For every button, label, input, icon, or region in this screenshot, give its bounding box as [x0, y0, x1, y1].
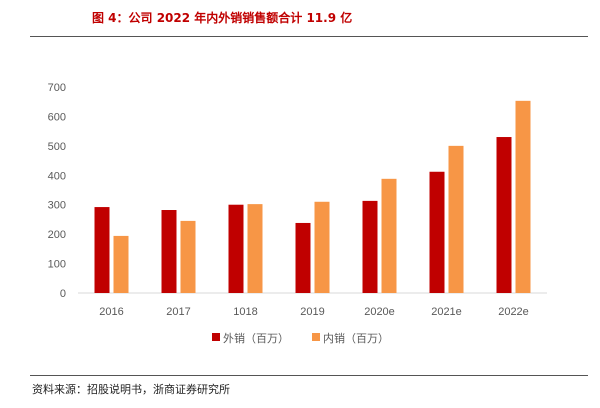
legend-swatch: [212, 333, 220, 341]
y-tick-label: 300: [48, 200, 66, 212]
x-tick-label: 2017: [166, 306, 190, 318]
y-tick-label: 700: [48, 82, 66, 94]
x-tick-label: 2022e: [498, 306, 529, 318]
bar-export-1018: [228, 204, 244, 293]
bar-domestic-1018: [247, 204, 263, 293]
bar-export-2022e: [496, 137, 512, 293]
y-tick-label: 500: [48, 141, 66, 153]
bar-domestic-2021e: [448, 145, 464, 293]
bar-domestic-2020e: [381, 178, 397, 293]
y-tick-label: 0: [60, 288, 66, 300]
x-tick-label: 2021e: [431, 306, 462, 318]
y-tick-label: 100: [48, 259, 66, 271]
legend-swatch: [312, 333, 320, 341]
x-tick-label: 1018: [233, 306, 257, 318]
bar-domestic-2017: [180, 220, 196, 293]
bar-export-2016: [94, 207, 110, 293]
source-note: 资料来源：招股说明书，浙商证券研究所: [32, 383, 230, 396]
bar-export-2019: [295, 222, 311, 293]
y-tick-label: 200: [48, 229, 66, 241]
bar-domestic-2022e: [515, 100, 531, 294]
bar-chart: 0 100 200 300 400 500 600 700 2016 2017 1018 2019 20…: [48, 82, 547, 345]
x-tick-label: 2016: [99, 306, 123, 318]
bar-domestic-2019: [314, 201, 330, 293]
bar-export-2021e: [429, 171, 445, 293]
y-tick-label: 600: [48, 111, 66, 123]
legend-label: 内销（百万）: [323, 331, 389, 345]
y-tick-label: 400: [48, 170, 66, 182]
x-tick-label: 2019: [300, 306, 324, 318]
bottom-divider: [30, 375, 588, 376]
top-divider: [30, 36, 588, 37]
bar-domestic-2016: [113, 235, 129, 293]
chart-title: 图 4：公司 2022 年内外销销售额合计 11.9 亿: [92, 11, 353, 25]
legend-label: 外销（百万）: [223, 331, 289, 345]
x-tick-label: 2020e: [364, 306, 395, 318]
bar-export-2020e: [362, 200, 378, 293]
bar-export-2017: [161, 210, 177, 293]
